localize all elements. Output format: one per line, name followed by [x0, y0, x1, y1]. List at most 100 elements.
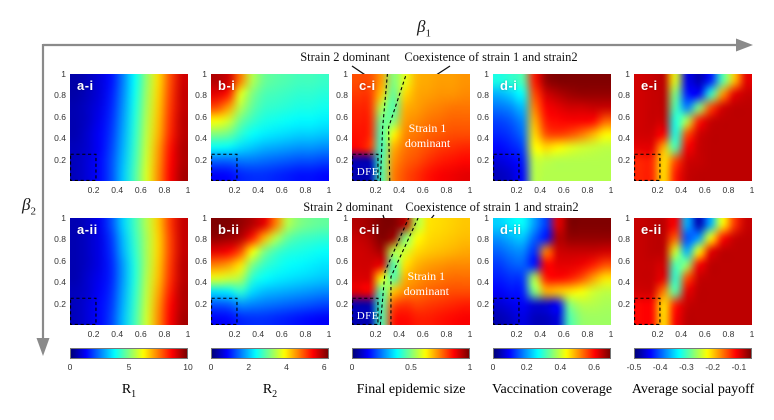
colorbar-title: Vaccination coverage: [491, 382, 613, 397]
y-tick-label: 0.6: [336, 111, 348, 122]
colorbar-gradient: [212, 349, 328, 358]
coexistence-band-right-boundary: [391, 218, 418, 325]
x-tick-label: 0.8: [581, 185, 594, 195]
y-tick-label: 0.6: [336, 255, 348, 266]
colorbar-tick-label: 0: [349, 362, 355, 372]
y-tick-label: 0.8: [477, 90, 489, 101]
x-tick-label: 0.6: [698, 329, 711, 339]
y-tick-label: 0.8: [54, 234, 66, 245]
y-tick-label: 1: [202, 68, 207, 79]
y-tick-label: 1: [484, 212, 489, 223]
colorbar-tick-label: 0.4: [554, 362, 567, 372]
heatmap-panel-b-ii: b-ii: [211, 218, 329, 325]
x-tick-label: 0.4: [675, 329, 688, 339]
dashed-region-box: [212, 298, 237, 324]
colorbar-tick-label: 1: [467, 362, 473, 372]
x-tick-label: 0.6: [416, 185, 429, 195]
heatmap-panel-d-ii: d-ii: [493, 218, 611, 325]
y-tick-label: 0.6: [618, 255, 630, 266]
x-tick-label: 1: [467, 329, 473, 339]
beta2-axis-arrowhead: [36, 338, 50, 356]
dashed-region-box: [353, 154, 378, 180]
y-tick-label: 0.6: [195, 111, 207, 122]
y-tick-label: 1: [625, 68, 630, 79]
coexistence-band-left-boundary: [380, 74, 387, 181]
x-tick-label: 0.6: [698, 185, 711, 195]
dashed-region-box: [71, 154, 96, 180]
y-tick-label: 0.4: [336, 132, 348, 143]
heatmap-image-e-i: [634, 74, 752, 181]
colorbar-tick-label: -0.3: [679, 362, 694, 372]
y-tick-label: 0.2: [336, 298, 348, 309]
y-tick-label: 0.8: [618, 234, 630, 245]
y-tick-label: 0.6: [195, 255, 207, 266]
y-tick-label: 0.4: [477, 132, 489, 143]
x-tick-label: 0.2: [228, 329, 241, 339]
x-tick-label: 0.8: [440, 329, 453, 339]
x-tick-label: 0.4: [675, 185, 688, 195]
x-tick-label: 0.2: [87, 185, 100, 195]
panel-label-b-i: b-i: [218, 78, 236, 93]
panel-overlay-e-ii: [634, 218, 752, 325]
y-tick-label: 0.4: [195, 132, 207, 143]
x-tick-label: 0.8: [581, 329, 594, 339]
x-tick-label: 0.2: [369, 185, 382, 195]
x-tick-label: 0.2: [369, 329, 382, 339]
x-tick-label: 0.4: [393, 329, 406, 339]
panel-label-a-i: a-i: [77, 78, 94, 93]
y-tick-label: 0.8: [618, 90, 630, 101]
y-tick-label: 0.2: [54, 298, 66, 309]
coexistence-band-right-boundary: [389, 74, 407, 181]
heatmap-panel-d-i: d-i: [493, 74, 611, 181]
panel-overlay-c-i: [352, 74, 470, 181]
x-tick-label: 0.6: [557, 185, 570, 195]
heatmap-image-d-ii: [493, 218, 611, 325]
x-tick-label: 0.2: [510, 329, 523, 339]
annotation-coexistence-row1: Coexistence of strain 1 and strain2: [404, 50, 578, 64]
panel-overlay-a-i: [70, 74, 188, 181]
colorbar-gradient: [635, 349, 751, 358]
panel-overlay-b-i: [211, 74, 329, 181]
colorbar-title: R2: [262, 382, 278, 400]
y-tick-label: 0.6: [54, 255, 66, 266]
x-tick-label: 0.8: [158, 185, 171, 195]
x-tick-label: 1: [749, 185, 755, 195]
y-tick-label: 1: [625, 212, 630, 223]
dashed-region-box: [212, 154, 237, 180]
colorbar-title: Final epidemic size: [356, 382, 466, 397]
y-tick-label: 0.6: [618, 111, 630, 122]
dashed-region-box: [353, 298, 378, 324]
x-tick-label: 0.6: [134, 329, 147, 339]
beta1-axis-arrowhead: [736, 38, 753, 52]
panel-label-d-ii: d-ii: [500, 222, 522, 237]
x-tick-label: 0.4: [534, 329, 547, 339]
x-tick-label: 0.2: [651, 329, 664, 339]
colorbar-tick-label: 0.5: [405, 362, 417, 372]
y-tick-label: 0.4: [477, 276, 489, 287]
y-tick-label: 0.8: [477, 234, 489, 245]
dashed-region-box: [635, 154, 660, 180]
heatmap-image-b-ii: [211, 218, 329, 325]
strain1-dominant-label: Strain 1 dominant: [403, 269, 449, 299]
x-tick-label: 1: [326, 185, 332, 195]
colorbar-tick-label: -0.1: [731, 362, 747, 372]
y-tick-label: 0.8: [195, 234, 207, 245]
x-tick-label: 0.6: [557, 329, 570, 339]
heatmap-panel-e-i: e-i: [634, 74, 752, 181]
beta1-axis-label: β1: [417, 17, 431, 40]
heatmap-image-d-i: [493, 74, 611, 181]
y-tick-label: 0.4: [195, 276, 207, 287]
y-tick-label: 0.2: [618, 298, 630, 309]
colorbar-gradient: [353, 349, 469, 358]
colorbar-gradient: [494, 349, 610, 358]
x-tick-label: 0.8: [158, 329, 171, 339]
x-tick-label: 0.8: [299, 185, 312, 195]
heatmap-panel-a-i: a-i: [70, 74, 188, 181]
colorbar-Average social payoff: [634, 348, 752, 359]
colorbar-title: Average social payoff: [631, 382, 755, 397]
colorbar-tick-label: 0: [208, 362, 214, 372]
colorbar-Final epidemic size: [352, 348, 470, 359]
x-tick-label: 0.8: [722, 329, 735, 339]
y-tick-label: 1: [202, 212, 207, 223]
